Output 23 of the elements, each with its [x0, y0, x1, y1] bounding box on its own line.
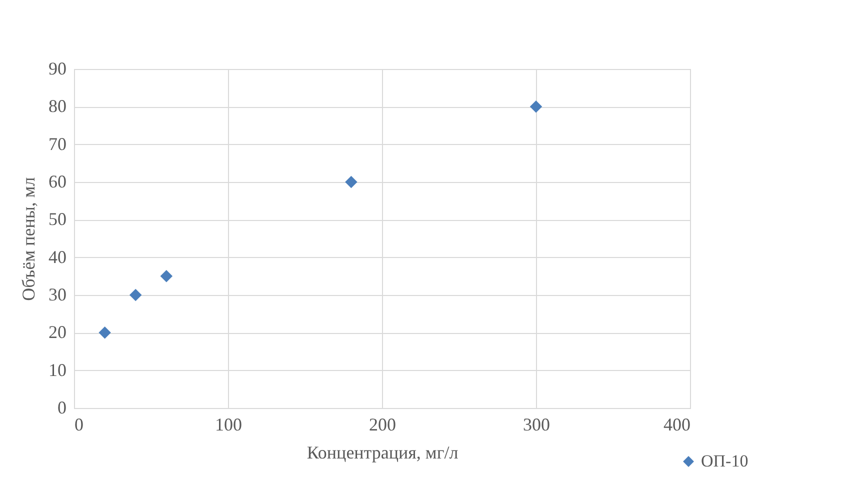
- legend-label: ОП-10: [701, 452, 748, 470]
- point: [98, 326, 111, 339]
- y-tick-label: 70: [48, 134, 66, 154]
- y-tick-label: 20: [48, 322, 66, 342]
- y-tick-label: 10: [48, 360, 66, 380]
- x-axis-title: Концентрация, мг/л: [306, 442, 458, 462]
- point: [129, 288, 142, 302]
- y-tick-label: 40: [48, 246, 66, 267]
- x-tick-label: 0: [74, 414, 84, 434]
- y-tick-label: 0: [58, 398, 66, 418]
- y-tick-label: 30: [48, 284, 66, 304]
- y-axis-title: Объём пены, мл: [18, 177, 38, 301]
- point: [530, 100, 542, 113]
- x-tick-label: 100: [215, 414, 242, 434]
- x-tick-label: 300: [523, 414, 550, 434]
- x-tick-label: 400: [664, 414, 690, 434]
- x-tick-label: 200: [369, 414, 396, 434]
- y-tick-label: 80: [48, 96, 66, 116]
- y-tick-label: 60: [48, 172, 66, 192]
- point: [345, 176, 358, 188]
- y-tick-label: 50: [48, 209, 66, 230]
- point: [160, 270, 173, 282]
- y-tick-label: 90: [48, 58, 66, 78]
